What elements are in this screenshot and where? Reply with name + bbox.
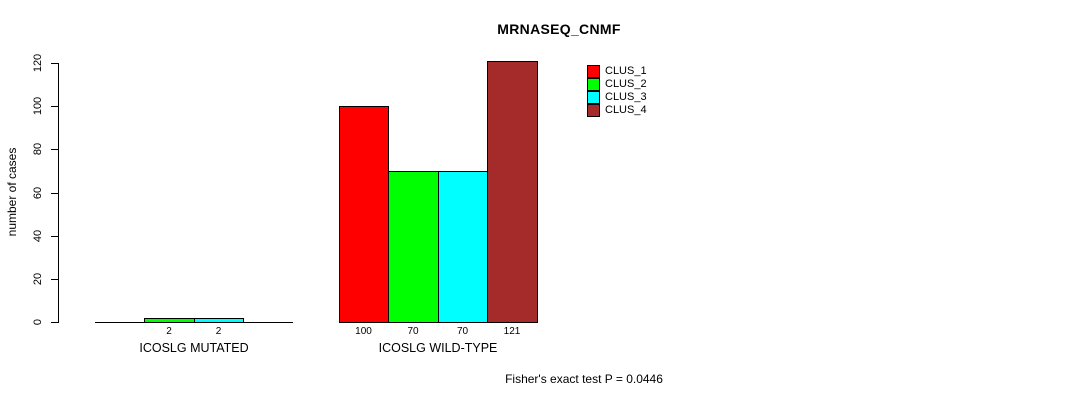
legend-row: CLUS_3: [587, 91, 647, 104]
y-tick: [51, 279, 58, 280]
legend-swatch: [587, 104, 600, 117]
bar-value-label: 70: [407, 326, 419, 337]
y-tick: [51, 322, 58, 323]
legend-row: CLUS_2: [587, 78, 647, 91]
bar-clus_3: [194, 318, 244, 323]
legend: CLUS_1 CLUS_2 CLUS_3 CLUS_4: [587, 65, 647, 117]
bar-clus_4: [487, 61, 538, 323]
bar-value-label: 121: [503, 326, 521, 337]
y-tick-label: 40: [32, 229, 44, 243]
chart-title: MRNASEQ_CNMF: [497, 21, 621, 37]
bar-clus_2: [144, 318, 195, 323]
bar-clus_3: [438, 171, 488, 323]
y-tick-label: 20: [32, 272, 44, 286]
legend-row: CLUS_4: [587, 104, 647, 117]
group-label: ICOSLG MUTATED: [139, 341, 249, 355]
y-tick-label: 120: [32, 53, 44, 73]
y-tick: [51, 193, 58, 194]
y-axis-label: number of cases: [5, 147, 19, 237]
bar-clus_1: [339, 106, 389, 323]
bar-value-label: 100: [355, 326, 372, 337]
bar-value-label: 2: [166, 326, 172, 337]
y-tick-label: 0: [32, 318, 44, 326]
legend-entry-label: CLUS_1: [605, 65, 647, 77]
legend-swatch: [587, 78, 600, 91]
y-tick: [51, 149, 58, 150]
legend-row: CLUS_1: [587, 65, 647, 78]
y-tick-label: 60: [32, 186, 44, 200]
y-tick: [51, 63, 58, 64]
legend-entry-label: CLUS_4: [605, 104, 647, 116]
y-tick: [51, 236, 58, 237]
bar-value-label: 70: [456, 326, 469, 337]
legend-entry-label: CLUS_3: [605, 91, 647, 103]
legend-swatch: [587, 65, 600, 78]
group-label: ICOSLG WILD-TYPE: [378, 341, 498, 355]
bar-clus_2: [388, 171, 439, 323]
annotation-text: Fisher's exact test P = 0.0446: [505, 372, 663, 386]
legend-swatch: [587, 91, 600, 104]
bar-value-label: 2: [215, 326, 222, 337]
y-tick: [51, 106, 58, 107]
legend-entry-label: CLUS_2: [605, 78, 647, 90]
y-axis-line: [58, 63, 59, 323]
y-tick-label: 100: [32, 96, 44, 116]
y-tick-label: 80: [32, 142, 44, 156]
